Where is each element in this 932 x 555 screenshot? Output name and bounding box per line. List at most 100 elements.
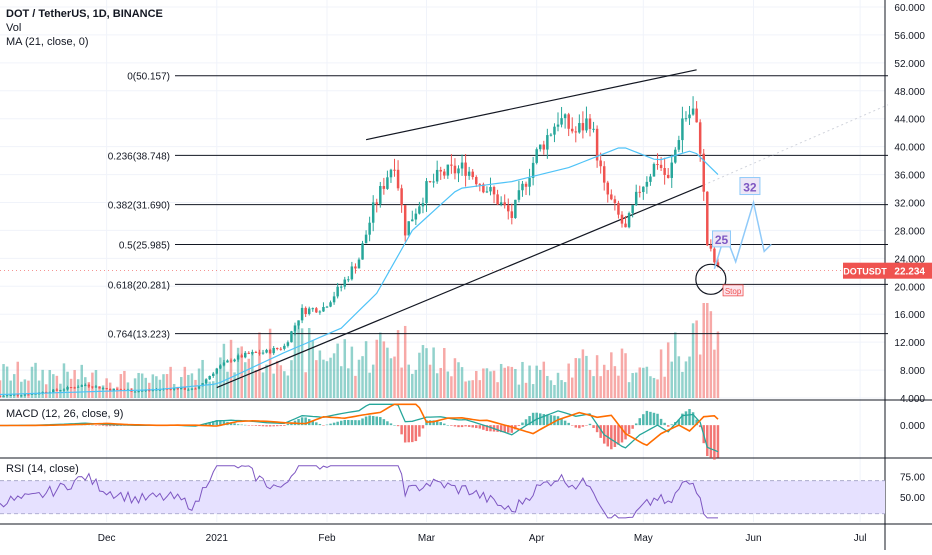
macd-histogram-bar xyxy=(347,420,350,426)
volume-bar xyxy=(443,348,446,398)
candle-body xyxy=(659,164,663,169)
volume-bar xyxy=(236,347,240,398)
candle-body xyxy=(546,135,549,150)
candle-body xyxy=(158,389,162,391)
volume-bar xyxy=(311,340,315,398)
price-tick-label: 56.000 xyxy=(894,31,925,42)
macd-histogram-bar xyxy=(663,422,666,426)
candle-body xyxy=(617,203,620,215)
volume-bar xyxy=(634,372,638,398)
macd-histogram-bar xyxy=(631,425,634,429)
candle-body xyxy=(453,165,457,174)
macd-histogram-bar xyxy=(91,424,94,426)
macd-histogram-bar xyxy=(627,425,631,435)
symbol-tag-box xyxy=(843,262,887,279)
volume-bar xyxy=(489,371,492,398)
macd-histogram-bar xyxy=(457,425,460,428)
price-tick-label: 20.000 xyxy=(894,282,925,293)
candle-body xyxy=(698,122,702,154)
volume-bar xyxy=(130,388,133,398)
macd-histogram-bar xyxy=(382,419,386,426)
volume-bar xyxy=(403,325,407,398)
volume-bar xyxy=(585,355,588,398)
volume-bar xyxy=(620,348,624,398)
candle-body xyxy=(304,307,307,315)
candle-body xyxy=(55,389,59,391)
macd-histogram-bar xyxy=(645,410,649,426)
candle-body xyxy=(418,206,421,214)
candle-body xyxy=(606,182,610,195)
candle-body xyxy=(688,114,691,119)
fib-level-label: 0.618(20.281) xyxy=(108,280,170,291)
candle-body xyxy=(542,144,546,150)
volume-bar xyxy=(425,348,428,398)
volume-bar xyxy=(606,370,610,398)
volume-bar xyxy=(570,377,574,398)
macd-histogram-bar xyxy=(521,422,524,426)
candle-body xyxy=(339,286,343,288)
candle-body xyxy=(108,388,112,391)
macd-histogram-bar xyxy=(418,425,421,437)
macd-histogram-bar xyxy=(108,425,112,427)
candle-body xyxy=(91,386,94,388)
volume-bar xyxy=(176,386,179,398)
candle-body xyxy=(222,362,226,366)
volume-bar xyxy=(610,352,613,398)
candle-body xyxy=(709,245,713,249)
macd-histogram-bar xyxy=(599,425,602,438)
volume-bar xyxy=(304,372,307,398)
macd-histogram-bar xyxy=(698,425,702,428)
macd-histogram-bar xyxy=(279,425,283,427)
time-tick-label: Jun xyxy=(745,533,761,544)
macd-histogram-bar xyxy=(691,412,695,426)
volume-bar xyxy=(268,328,272,398)
volume-bar xyxy=(361,356,364,398)
price-tick-label: 8.000 xyxy=(900,366,925,377)
candle-body xyxy=(624,223,627,228)
macd-histogram-bar xyxy=(265,425,268,427)
candle-body xyxy=(59,390,62,392)
volume-bar xyxy=(293,331,297,398)
macd-histogram-bar xyxy=(233,423,236,426)
candle-body xyxy=(457,168,460,174)
candle-body xyxy=(595,128,599,161)
volume-bar xyxy=(627,382,631,398)
macd-histogram-bar xyxy=(592,425,595,428)
volume-bar xyxy=(9,380,12,398)
macd-histogram-bar xyxy=(620,425,624,443)
candle-body xyxy=(2,395,5,397)
chart-title: DOT / TetherUS, 1D, BINANCE xyxy=(6,8,163,20)
volume-bar xyxy=(20,381,23,398)
volume-bar xyxy=(275,360,279,398)
macd-histogram-bar xyxy=(254,425,258,426)
price-tick-label: 28.000 xyxy=(894,226,925,237)
macd-histogram-bar xyxy=(343,419,347,426)
candle-body xyxy=(293,325,297,332)
macd-histogram-bar xyxy=(112,425,115,427)
candle-body xyxy=(290,331,293,343)
volume-bar xyxy=(336,343,339,398)
candle-body xyxy=(450,164,453,166)
macd-histogram-bar xyxy=(432,420,435,426)
macd-histogram-bar xyxy=(386,421,389,426)
macd-histogram-bar xyxy=(659,418,663,426)
candle-body xyxy=(524,183,528,187)
macd-histogram-bar xyxy=(268,425,272,427)
macd-histogram-bar xyxy=(311,420,315,426)
volume-bar xyxy=(76,379,80,398)
volume-bar xyxy=(514,369,517,398)
candle-body xyxy=(20,395,23,397)
macd-histogram-bar xyxy=(546,414,549,426)
volume-bar xyxy=(638,367,642,398)
candle-body xyxy=(482,184,485,193)
volume-bar xyxy=(528,365,531,398)
volume-bar xyxy=(613,366,617,398)
volume-bar xyxy=(222,343,226,398)
candle-body xyxy=(421,203,425,207)
volume-bar xyxy=(254,370,258,398)
volume-bar xyxy=(556,372,560,398)
volume-bar xyxy=(510,366,514,398)
candle-body xyxy=(549,134,553,136)
candle-body xyxy=(652,164,656,177)
